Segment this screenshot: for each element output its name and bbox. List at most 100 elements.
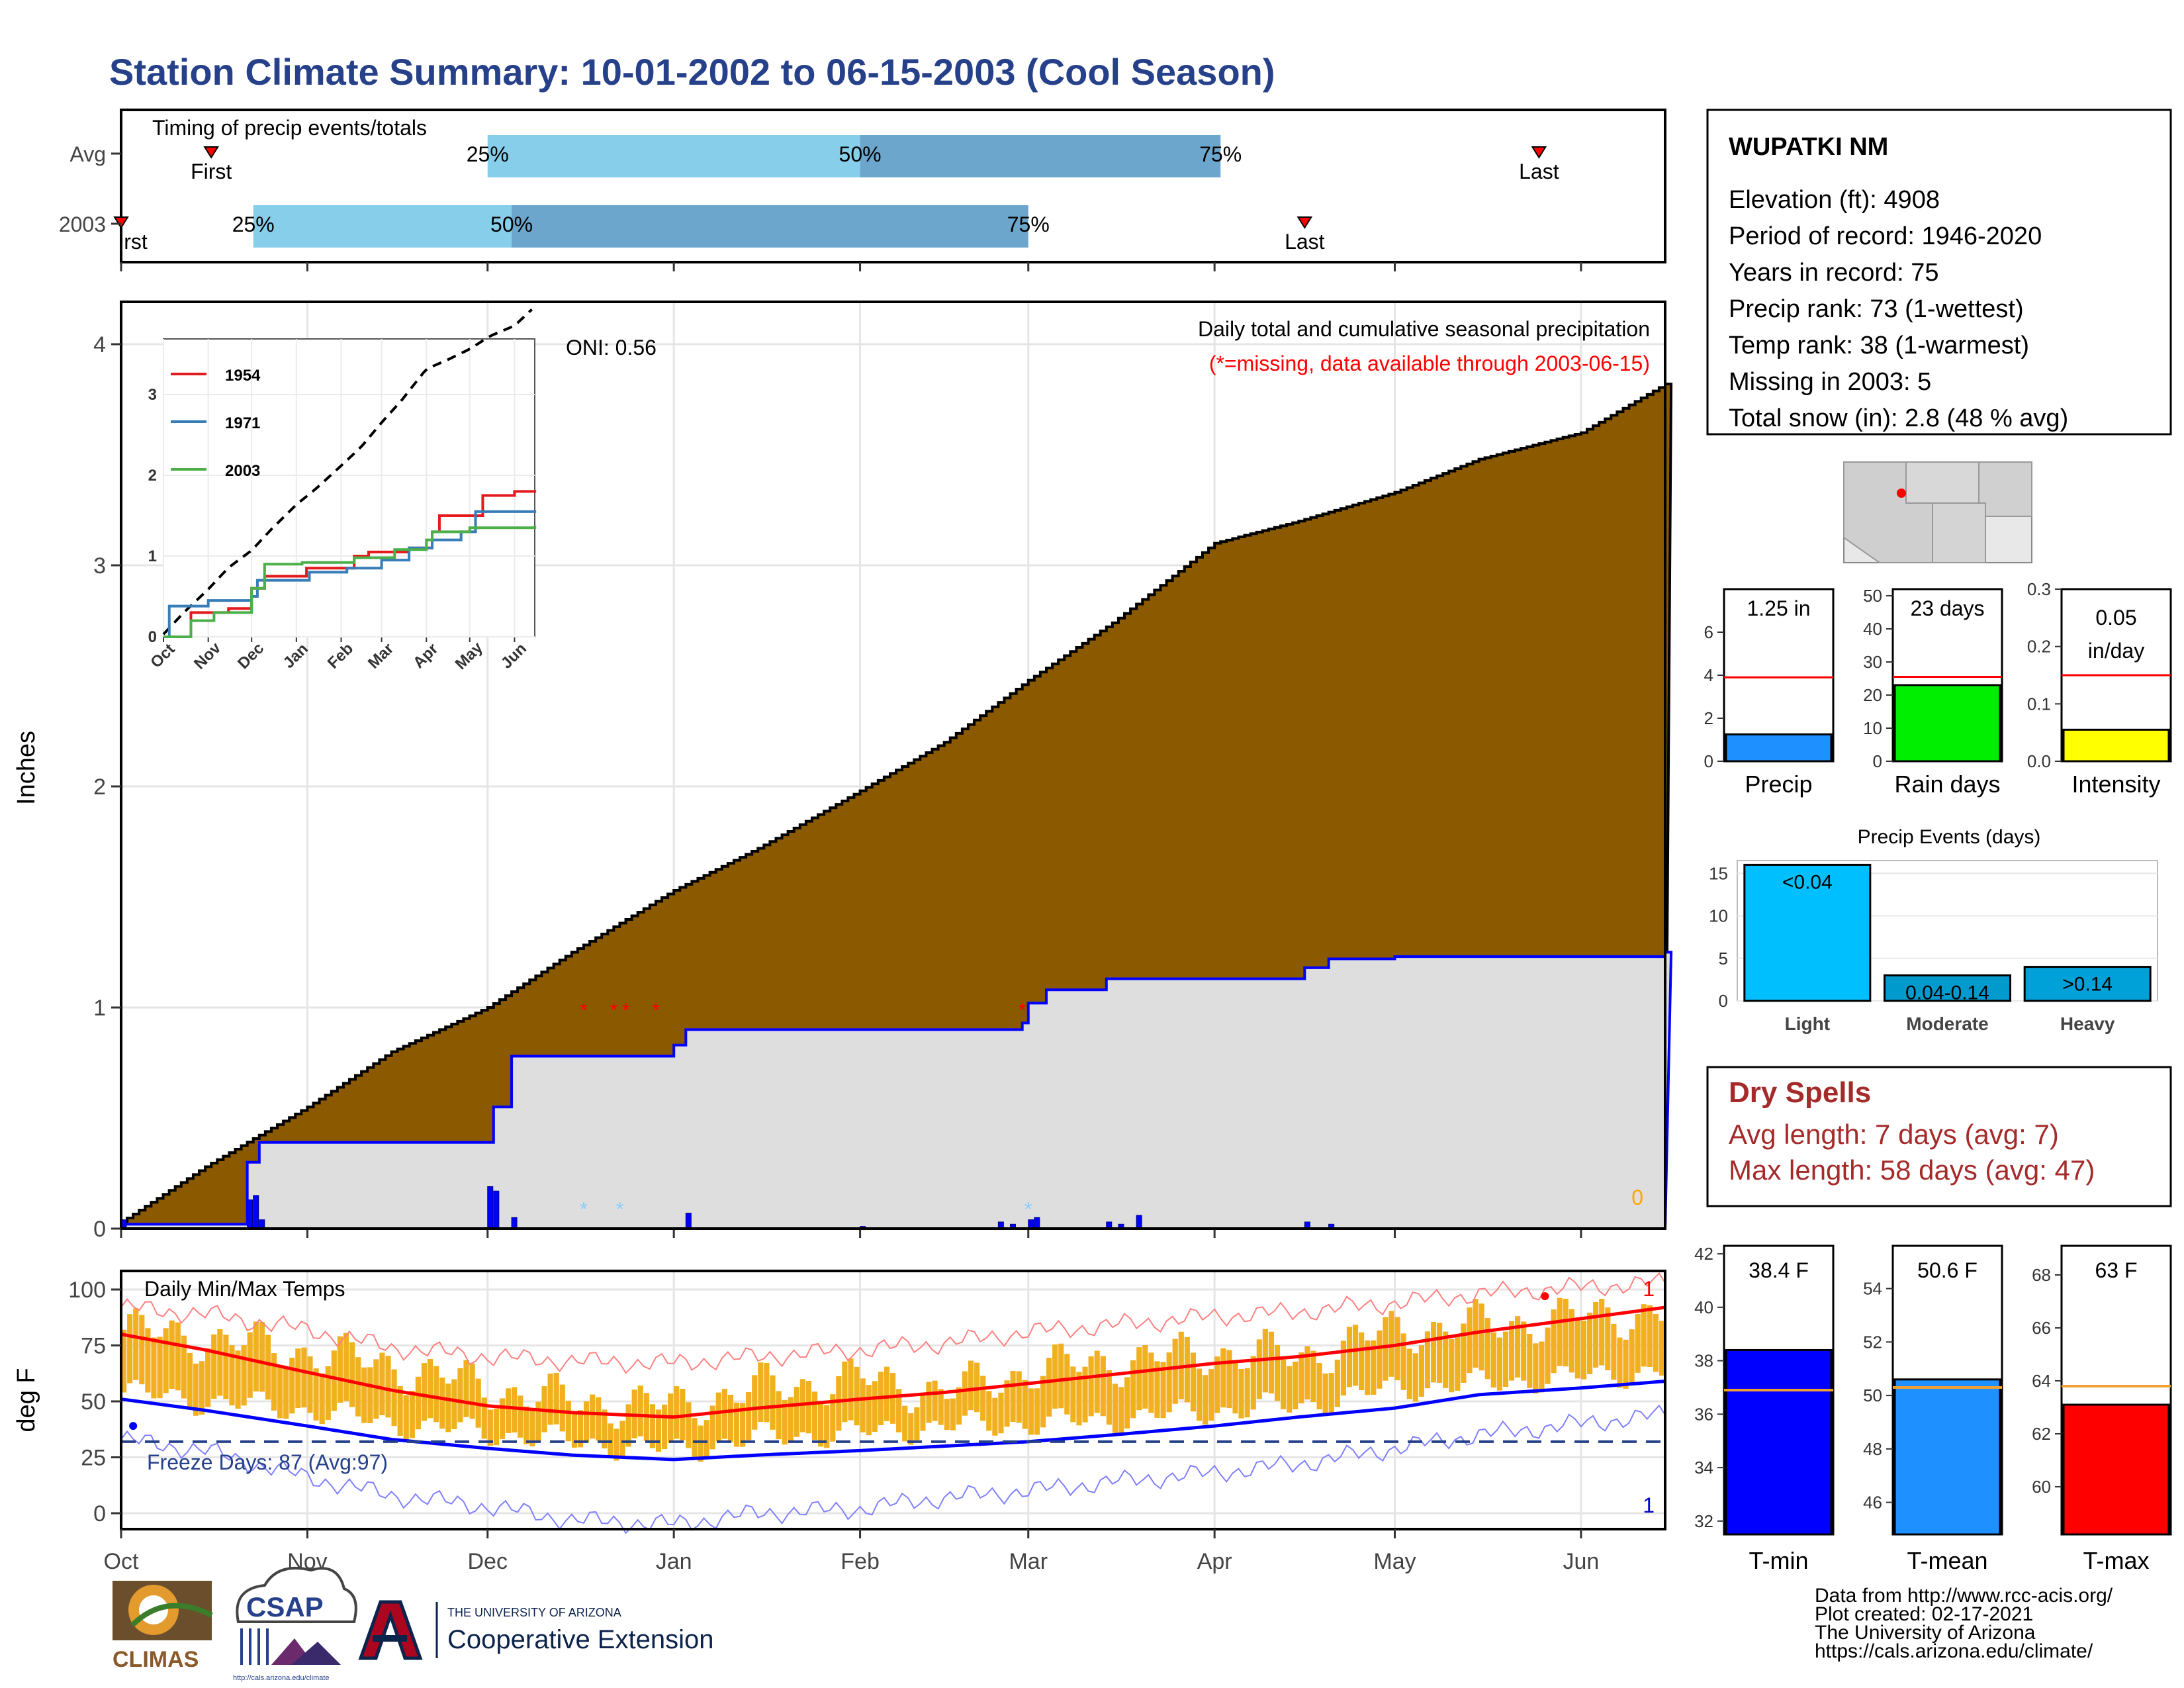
small-chart-value-unit: in/day [2088, 639, 2144, 663]
daily-temp-bar [704, 1420, 709, 1458]
daily-temp-bar [649, 1404, 656, 1448]
daily-temp-bar [1184, 1336, 1190, 1403]
daily-temp-bar [1124, 1377, 1130, 1429]
daily-temp-bar [121, 1329, 127, 1393]
daily-temp-bar [1160, 1362, 1166, 1419]
record-max-line [120, 1272, 1666, 1374]
daily-temp-bar [1046, 1358, 1052, 1417]
daily-temp-bar [1203, 1375, 1208, 1425]
daily-temp-bar [920, 1393, 926, 1431]
small-temp-chart-t-max: 60 62 64 66 68 63 F T-max [2032, 1244, 2172, 1574]
daily-temp-bar [451, 1379, 457, 1429]
daily-temp-bar [860, 1378, 866, 1432]
daily-temp-bar [980, 1376, 986, 1421]
daily-temp-bar [1100, 1356, 1106, 1417]
zero-label: 0 [1631, 1186, 1643, 1209]
small-temp-chart-t-mean: 46 48 50 52 54 50.6 F T-mean [1863, 1244, 2003, 1574]
month-tick-label: Mar [1009, 1549, 1048, 1574]
small-temp-chart-t-min: 32 34 36 38 40 42 38.4 F T-min [1694, 1244, 1835, 1574]
daily-temp-bar [1196, 1368, 1203, 1421]
dry-spells-max: Max length: 58 days (avg: 47) [1729, 1154, 2095, 1186]
small-chart-tick-label: 34 [1694, 1458, 1713, 1477]
missing-note: (*=missing, data available through 2003-… [1209, 352, 1650, 375]
daily-temp-bar [1052, 1344, 1058, 1409]
daily-temp-bar [1034, 1388, 1040, 1435]
daily-temp-bar [1515, 1316, 1521, 1378]
daily-temp-bar [709, 1405, 715, 1450]
daily-temp-bar [1388, 1311, 1394, 1377]
last-event-label: Last [1285, 230, 1325, 254]
daily-temp-bar [1371, 1340, 1377, 1395]
small-chart-label: T-mean [1907, 1547, 1987, 1574]
small-chart-bar [1725, 733, 1833, 763]
month-tick-label: May [1373, 1549, 1416, 1574]
daily-precip-bar [1028, 1219, 1034, 1229]
daily-temp-bar [1268, 1331, 1275, 1394]
small-chart-value: 63 F [2095, 1258, 2137, 1282]
daily-temp-bar [889, 1373, 896, 1424]
daily-temp-bar [986, 1391, 992, 1431]
csap-logo: CSAP http://cals.arizona.edu/climate [233, 1567, 357, 1682]
daily-temp-bar [944, 1399, 950, 1430]
daily-temp-bar [583, 1401, 590, 1442]
daily-temp-bar [1058, 1343, 1064, 1409]
daily-temp-bar [493, 1409, 499, 1446]
daily-temp-bar [385, 1356, 391, 1418]
timing-bar-25-50 [487, 135, 860, 177]
daily-temp-bar [1136, 1347, 1142, 1411]
daily-temp-bar [619, 1421, 625, 1456]
daily-temp-bar [355, 1357, 361, 1417]
small-chart-tick-label: 50 [1863, 586, 1882, 606]
station-line-snow: Total snow (in): 2.8 (48 % avg) [1729, 404, 2068, 432]
csap-logo-text: CSAP [246, 1591, 324, 1622]
daily-temp-bar [698, 1425, 704, 1462]
daily-temp-bar [1557, 1297, 1563, 1366]
daily-temp-bar [794, 1387, 799, 1437]
daily-temp-bar [1304, 1346, 1310, 1400]
daily-temp-bar [848, 1358, 854, 1421]
month-tick-label: Oct [104, 1549, 139, 1574]
daily-temp-bar [1430, 1321, 1437, 1383]
temp-y-tick-label: 75 [81, 1334, 106, 1359]
daily-temp-bar [409, 1390, 415, 1438]
daily-temp-bar [1094, 1350, 1100, 1413]
temp-y-axis-label: deg F [13, 1368, 40, 1432]
daily-temp-bar [1617, 1337, 1623, 1388]
daily-temp-bar [349, 1342, 355, 1407]
timing-row-avg-label: Avg [69, 142, 106, 166]
inset-y-label: 3 [148, 386, 157, 404]
small-chart-tick-label: 2 [1704, 708, 1713, 728]
missing-day-marker: * [652, 1000, 660, 1021]
station-line-years: Years in record: 75 [1729, 259, 1939, 287]
daily-temp-bar [199, 1361, 205, 1415]
small-chart-tick-label: 10 [1863, 718, 1882, 738]
daily-temp-bar [1527, 1334, 1533, 1388]
daily-temp-bar [721, 1389, 727, 1439]
daily-temp-bar [1293, 1361, 1298, 1410]
daily-temp-bar [1551, 1309, 1557, 1374]
daily-temp-bar [277, 1366, 283, 1419]
daily-temp-bar [1340, 1340, 1346, 1396]
daily-temp-bar [211, 1334, 217, 1399]
daily-temp-bar [205, 1348, 211, 1407]
small-chart-tick-label: 30 [1863, 652, 1882, 672]
daily-temp-bar [1406, 1348, 1412, 1399]
daily-temp-bar [1605, 1307, 1611, 1371]
inset-y-label: 1 [148, 547, 157, 565]
small-chart-tick-label: 48 [1863, 1439, 1882, 1459]
record-high-count: 1 [1643, 1277, 1655, 1301]
station-line-temp-rank: Temp rank: 38 (1-warmest) [1729, 332, 2029, 359]
daily-temp-bar [1214, 1356, 1220, 1413]
daily-temp-bar [1623, 1339, 1629, 1389]
small-chart-tick-label: 46 [1863, 1493, 1882, 1513]
small-chart-tick-label: 0.1 [2027, 694, 2051, 714]
temp-y-tick-label: 100 [68, 1278, 106, 1303]
daily-temp-bar [223, 1335, 229, 1399]
small-chart-bar [2062, 1403, 2170, 1536]
small-chart-tick-label: 40 [1863, 619, 1882, 639]
daily-temp-bar [764, 1362, 770, 1423]
timing-percentile-label: 50% [490, 212, 533, 236]
daily-temp-bar [590, 1394, 596, 1439]
daily-temp-bar [145, 1328, 151, 1393]
events-title: Precip Events (days) [1858, 826, 2041, 848]
